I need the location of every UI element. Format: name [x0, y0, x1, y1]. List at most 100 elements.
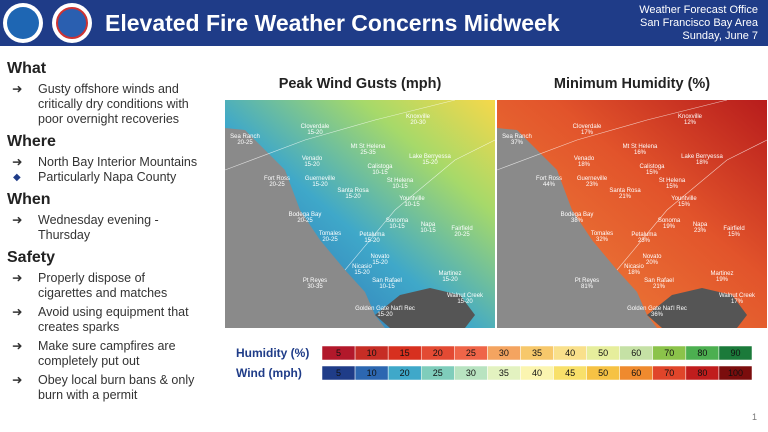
diamond-icon: ◆	[13, 172, 21, 183]
legend-tick-label: 40	[565, 348, 575, 358]
map-place-label: Petaluma	[631, 232, 657, 238]
bay-area	[647, 288, 747, 328]
legend-tick-label: 35	[499, 368, 509, 378]
map-place-label: San Rafael	[644, 278, 674, 284]
map-place-label: Venado	[302, 156, 323, 162]
map-place-label: Calistoga	[367, 164, 393, 170]
map-value-label: 15%	[678, 202, 691, 208]
map-value-label: 10-15	[379, 284, 395, 290]
map-place-label: Calistoga	[639, 164, 665, 170]
legend-tick-label: 5	[336, 368, 341, 378]
map-value-label: 15-20	[377, 312, 393, 318]
map-place-label: Bodega Bay	[289, 212, 322, 218]
legend-tick-label: 80	[697, 368, 707, 378]
section-heading: Safety	[7, 249, 56, 266]
map-place-label: Golden Gate Nat'l Rec	[627, 306, 687, 312]
legend-tick-label: 25	[466, 348, 476, 358]
legend-tick-label: 35	[532, 348, 542, 358]
bullet-item: ➜ Gusty offshore winds and critically dry…	[7, 82, 198, 127]
map-place-label: Tomales	[591, 231, 613, 237]
map-value-label: 23%	[694, 228, 707, 234]
map-value-label: 15%	[728, 232, 741, 238]
map-place-label: Venado	[574, 156, 595, 162]
legend-tick-label: 20	[433, 348, 443, 358]
map-value-label: 15-20	[304, 162, 320, 168]
section-heading: Where	[7, 133, 56, 150]
map-place-label: Sea Ranch	[230, 134, 260, 140]
legend-tick-label: 30	[499, 348, 509, 358]
nws-logo	[52, 3, 92, 43]
legend-tick-label: 50	[598, 368, 608, 378]
map-value-label: 15-20	[312, 182, 328, 188]
legend-label: Wind (mph)	[236, 366, 302, 380]
map: Sea Ranch37%Cloverdale17%Knoxville12%Mt …	[496, 99, 768, 328]
title: Elevated Fire Weather Concerns Midweek	[105, 10, 560, 36]
sub-item-text: Particularly Napa County	[38, 170, 177, 184]
office-line: San Francisco Bay Area	[639, 17, 758, 29]
arrow-icon: ➜	[12, 271, 23, 285]
bullet-item: ➜ Obey local burn bans & only burn with a…	[7, 373, 198, 403]
map-value-label: 15%	[666, 184, 679, 190]
map-value-label: 19%	[663, 224, 676, 230]
map-place-label: Napa	[693, 222, 708, 228]
map-value-label: 30-35	[307, 284, 323, 290]
map-value-label: 15-20	[372, 260, 388, 266]
county-line	[224, 99, 496, 271]
map-value-label: 25-35	[360, 150, 376, 156]
map-place-label: Fairfield	[723, 226, 744, 232]
map-value-label: 15-20	[422, 160, 438, 166]
map-value-label: 15-20	[442, 277, 458, 283]
legend-tick-label: 70	[664, 348, 674, 358]
map-place-label: Walnut Creek	[719, 293, 756, 299]
bullet-item: ➜ Avoid using equipment that creates spar…	[7, 305, 198, 335]
map-place-label: Pt Reyes	[575, 278, 599, 284]
county-line	[496, 99, 768, 271]
map-place-label: Martinez	[710, 271, 733, 277]
map-value-label: 18%	[696, 160, 709, 166]
bullet-text: Obey local burn bans & only burn with a …	[38, 373, 195, 402]
legend-tick-label: 10	[367, 348, 377, 358]
map-value-label: 17%	[581, 130, 594, 136]
map-value-label: 44%	[543, 182, 556, 188]
header-bar: Elevated Fire Weather Concerns Midweek W…	[0, 0, 768, 46]
sub-item: ◆ Particularly Napa County	[7, 170, 222, 185]
arrow-icon: ➜	[12, 82, 23, 96]
arrow-icon: ➜	[12, 213, 23, 227]
left-column: What ➜ Gusty offshore winds and critically…	[7, 54, 222, 403]
map-place-label: Fort Ross	[264, 176, 290, 182]
map-value-label: 20-25	[269, 182, 285, 188]
page-number: 1	[752, 412, 758, 422]
legend-tick-label: 40	[532, 368, 542, 378]
map-value-label: 21%	[653, 284, 666, 290]
bullet-text: Properly dispose of cigarettes and match…	[38, 271, 168, 300]
map-value-label: 81%	[581, 284, 594, 290]
map-value-label: 38%	[571, 218, 584, 224]
legend-tick-label: 60	[631, 368, 641, 378]
bullet-text: Wednesday evening - Thursday	[38, 213, 159, 242]
bay-area	[375, 288, 475, 328]
map-place-label: Guerneville	[305, 176, 336, 182]
map-title: Minimum Humidity (%)	[554, 76, 710, 92]
map-place-label: Sea Ranch	[502, 134, 532, 140]
bullet-item: ➜ Make sure campfires are completely put …	[7, 339, 198, 369]
map-place-label: Yountville	[399, 196, 425, 202]
map-value-label: 15-20	[307, 130, 323, 136]
map-value-label: 15-20	[354, 270, 370, 276]
map-place-label: Fairfield	[451, 226, 472, 232]
map-value-label: 23%	[586, 182, 599, 188]
map-place-label: Mt St Helena	[351, 144, 386, 150]
map-place-label: Sonoma	[386, 218, 409, 224]
map-place-label: Bodega Bay	[561, 212, 594, 218]
arrow-icon: ➜	[12, 305, 23, 319]
map-value-label: 20-30	[410, 120, 426, 126]
map-value-label: 15%	[646, 170, 659, 176]
map-value-label: 10-15	[392, 184, 408, 190]
map-place-label: Lake Berryessa	[409, 154, 451, 160]
map-place-label: Walnut Creek	[447, 293, 484, 299]
map-place-label: Mt St Helena	[623, 144, 658, 150]
map-place-label: Martinez	[438, 271, 461, 277]
bullet-text: Avoid using equipment that creates spark…	[38, 305, 189, 334]
bullet-item: ➜ North Bay Interior Mountains	[7, 155, 198, 170]
section-heading: What	[7, 60, 47, 77]
bullet-item: ➜ Wednesday evening - Thursday	[7, 213, 198, 243]
